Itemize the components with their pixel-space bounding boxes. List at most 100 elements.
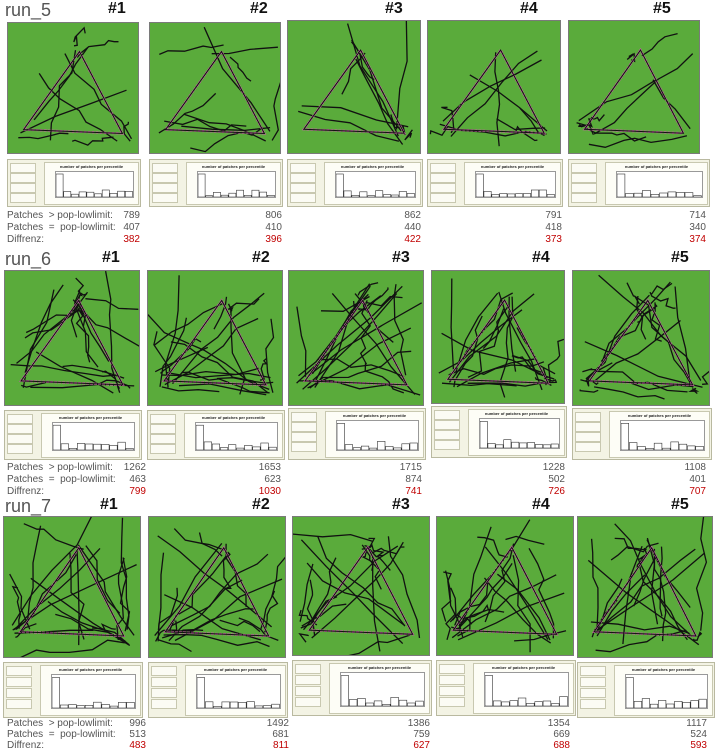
- path-network: [154, 528, 285, 653]
- histogram-bar: [650, 193, 660, 197]
- histogram-plot: number of patches per percentile: [44, 162, 139, 205]
- label-diff: Diffrenz:: [7, 234, 45, 245]
- simulation-view: [577, 516, 713, 658]
- walk-path: [9, 573, 31, 630]
- value-equal: 418: [545, 222, 562, 233]
- walk-path: [359, 300, 371, 365]
- walk-path: [438, 309, 523, 374]
- plot-title: number of patches per percentile: [631, 667, 696, 672]
- histogram-bar: [76, 443, 86, 450]
- sim-cell: number of patches per percentile: [436, 516, 576, 718]
- column-number: #1: [102, 249, 120, 266]
- sim-cell: number of patches per percentile: [292, 516, 432, 718]
- path-network: [9, 517, 137, 657]
- histogram-bar: [221, 701, 230, 708]
- monitor: [290, 193, 316, 203]
- walk-path: [515, 125, 538, 142]
- value-above: 996: [129, 718, 146, 729]
- histogram-bar: [480, 420, 488, 448]
- histogram-bars: [485, 675, 568, 706]
- walk-path: [198, 532, 223, 557]
- path-network: [441, 519, 567, 653]
- histogram-bar: [519, 442, 528, 448]
- histogram-bar: [53, 424, 61, 450]
- walk-path: [11, 517, 92, 626]
- histogram-bar: [337, 422, 345, 450]
- histogram-bar: [503, 439, 512, 448]
- monitor: [10, 163, 36, 173]
- histogram-bar: [546, 194, 555, 197]
- walk-path: [598, 274, 702, 381]
- walk-path: [595, 578, 623, 634]
- walk-path: [450, 50, 538, 137]
- monitor: [290, 163, 316, 173]
- walk-path: [72, 136, 114, 146]
- walk-path: [227, 298, 260, 311]
- histogram-bar: [658, 700, 667, 708]
- walk-path: [148, 314, 270, 391]
- value-equal: 463: [129, 474, 146, 485]
- walk-path: [314, 285, 371, 388]
- monitor: [571, 173, 597, 183]
- plot-title: number of patches per percentile: [201, 164, 266, 169]
- triangle-edges: [22, 50, 124, 135]
- histogram-bar: [659, 192, 668, 197]
- column-number: #1: [108, 0, 126, 17]
- histogram-bar: [349, 699, 358, 706]
- walk-path: [157, 638, 192, 653]
- monitor: [150, 424, 176, 434]
- column-number: #5: [671, 496, 689, 513]
- value-above: 791: [545, 210, 562, 221]
- walk-path: [306, 562, 406, 627]
- walk-path: [477, 536, 508, 558]
- histogram-bar: [93, 443, 102, 450]
- monitor: [580, 688, 606, 698]
- walk-path: [20, 639, 125, 657]
- walk-path: [309, 350, 412, 389]
- histogram-bar: [485, 675, 493, 706]
- walk-path: [585, 294, 650, 380]
- walk-path: [13, 547, 101, 631]
- histogram-bar: [118, 701, 127, 708]
- walk-path: [597, 548, 696, 631]
- histogram-bar: [406, 193, 415, 197]
- histogram-bar: [501, 701, 510, 706]
- walk-path: [11, 585, 22, 629]
- path-network: [438, 278, 564, 398]
- histogram-bar: [409, 442, 418, 450]
- monitor: [150, 414, 176, 424]
- walk-path: [483, 577, 552, 644]
- value-equal: 669: [553, 729, 570, 740]
- plot-area: [479, 418, 560, 449]
- walk-path: [158, 92, 217, 134]
- walk-path: [395, 21, 408, 130]
- plot-title: number of patches per percentile: [201, 415, 266, 420]
- triangle-edges: [20, 299, 124, 386]
- path-network: [18, 26, 133, 146]
- histogram-bars: [53, 424, 134, 450]
- walk-path: [22, 289, 55, 388]
- walk-path: [260, 556, 285, 630]
- column-number: #4: [532, 249, 550, 266]
- walk-path: [469, 74, 548, 132]
- walk-path: [454, 582, 489, 626]
- histogram-bar: [101, 444, 110, 450]
- histogram-bar: [551, 703, 560, 706]
- walk-path: [630, 382, 694, 391]
- walk-path: [104, 271, 121, 393]
- monitor: [6, 688, 32, 698]
- walk-path: [161, 367, 260, 377]
- walk-path: [229, 56, 252, 82]
- monitor: [152, 183, 178, 193]
- walk-path: [482, 308, 505, 350]
- simulation-view: [4, 270, 140, 406]
- walk-path: [271, 82, 280, 141]
- walk-path: [590, 538, 599, 631]
- histogram-bar: [666, 703, 675, 708]
- value-diff: 396: [265, 234, 282, 245]
- walk-path: [222, 551, 232, 590]
- walk-path: [302, 293, 398, 390]
- walk-path: [78, 299, 110, 362]
- simulation-view: [431, 270, 565, 404]
- walk-path: [652, 79, 691, 130]
